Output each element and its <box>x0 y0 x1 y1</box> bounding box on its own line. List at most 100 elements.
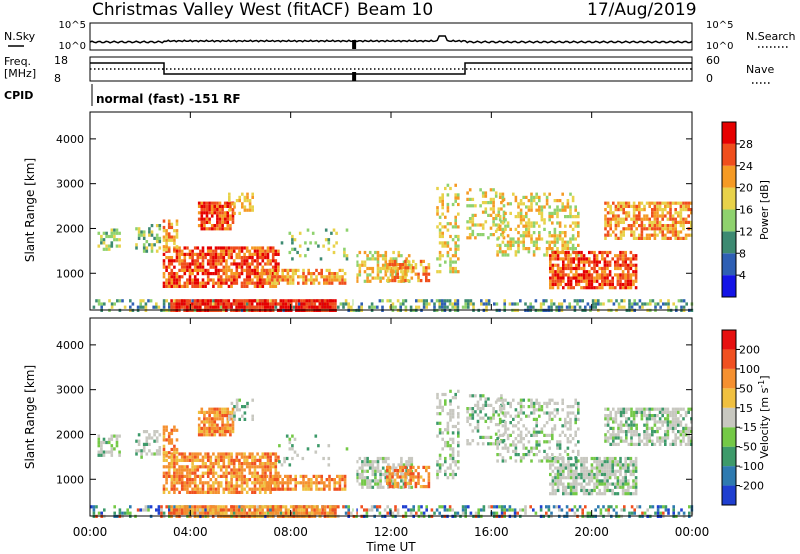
heatmap-cell <box>492 416 495 420</box>
heatmap-cell <box>173 246 176 250</box>
heatmap-cell <box>595 466 599 470</box>
heatmap-cell <box>243 199 247 203</box>
heatmap-cell <box>582 492 586 496</box>
heatmap-cell <box>284 481 287 485</box>
heatmap-cell <box>504 414 507 418</box>
heatmap-cell <box>238 417 241 421</box>
heatmap-cell <box>590 488 594 493</box>
heatmap-cell <box>674 201 677 205</box>
heatmap-cell <box>206 468 210 472</box>
heatmap-cell <box>212 284 215 288</box>
heatmap-cell <box>363 270 367 274</box>
heatmap-cell <box>556 286 560 290</box>
heatmap-cell <box>243 195 247 199</box>
heatmap-cell <box>649 299 652 303</box>
heatmap-cell <box>206 246 210 250</box>
heatmap-cell <box>417 465 420 469</box>
heatmap-cell <box>170 484 174 488</box>
heatmap-cell <box>454 299 457 303</box>
heatmap-cell <box>278 474 282 478</box>
heatmap-cell <box>500 220 503 224</box>
heatmap-cell <box>110 228 114 232</box>
heatmap-cell <box>538 443 541 447</box>
heatmap-cell <box>690 201 693 205</box>
heatmap-cell <box>556 199 559 203</box>
heatmap-cell <box>622 204 625 208</box>
heatmap-cell <box>212 278 215 282</box>
heatmap-cell <box>658 201 662 205</box>
heatmap-cell <box>669 201 672 205</box>
heatmap-cell <box>638 233 641 237</box>
heatmap-cell <box>514 199 518 203</box>
heatmap-cell <box>333 272 336 276</box>
heatmap-cell <box>569 276 573 280</box>
heatmap-cell <box>551 254 555 258</box>
heatmap-cell <box>393 263 397 267</box>
heatmap-cell <box>498 192 502 196</box>
heatmap-cell <box>158 446 162 450</box>
heatmap-cell <box>355 476 359 480</box>
heatmap-cell <box>441 302 444 306</box>
heatmap-cell <box>191 249 194 253</box>
heatmap-cell <box>538 234 541 238</box>
heatmap-cell <box>614 472 617 477</box>
heatmap-cell <box>487 299 491 303</box>
heatmap-cell <box>217 458 220 462</box>
heatmap-cell <box>653 217 657 221</box>
heatmap-cell <box>297 299 301 303</box>
heatmap-cell <box>601 492 604 496</box>
heatmap-cell <box>219 474 223 478</box>
heatmap-cell <box>379 472 382 477</box>
heatmap-cell <box>323 481 326 485</box>
heatmap-cell <box>404 266 407 270</box>
heatmap-cell <box>619 414 623 418</box>
heatmap-cell <box>593 456 596 461</box>
heatmap-cell <box>264 452 267 456</box>
heatmap-cell <box>376 456 380 461</box>
heatmap-cell <box>444 440 447 445</box>
heatmap-cell <box>229 204 232 208</box>
heatmap-cell <box>636 302 639 306</box>
heatmap-cell <box>256 478 259 482</box>
heatmap-cell <box>624 469 627 473</box>
heatmap-cell <box>152 305 155 309</box>
heatmap-cell <box>601 463 604 467</box>
heatmap-cell <box>107 450 111 454</box>
heatmap-cell <box>201 474 205 478</box>
heatmap-cell <box>183 246 187 250</box>
heatmap-cell <box>677 299 681 303</box>
heatmap-cell <box>201 471 205 475</box>
heatmap-cell <box>632 442 636 446</box>
heatmap-cell <box>240 455 244 459</box>
heatmap-cell <box>451 469 455 473</box>
heatmap-cell <box>186 281 189 285</box>
heatmap-cell <box>627 224 631 228</box>
heatmap-cell <box>406 469 410 473</box>
heatmap-cell <box>561 408 564 412</box>
heatmap-cell <box>562 266 565 271</box>
heatmap-cell <box>468 394 472 398</box>
heatmap-cell <box>286 278 290 282</box>
heatmap-cell <box>614 266 617 271</box>
heatmap-cell <box>338 474 342 478</box>
heatmap-cell <box>284 305 288 309</box>
heatmap-cell <box>200 201 204 205</box>
heatmap-cell <box>634 456 638 461</box>
heatmap-cell <box>593 485 596 489</box>
heatmap-cell <box>501 411 505 415</box>
heatmap-cell <box>145 430 149 434</box>
heatmap-cell <box>214 265 218 269</box>
heatmap-cell <box>449 456 452 461</box>
heatmap-cell <box>238 246 241 250</box>
heatmap-cell <box>123 305 127 309</box>
heatmap-cell <box>417 279 420 283</box>
heatmap-cell <box>153 236 156 240</box>
heatmap-cell <box>586 302 590 306</box>
heatmap-cell <box>238 262 241 266</box>
heatmap-cell <box>532 195 536 199</box>
heatmap-cell <box>269 272 272 276</box>
heatmap-cell <box>225 278 228 282</box>
heatmap-cell <box>569 456 573 461</box>
heatmap-cell <box>567 250 570 255</box>
heatmap-cell <box>479 410 482 414</box>
